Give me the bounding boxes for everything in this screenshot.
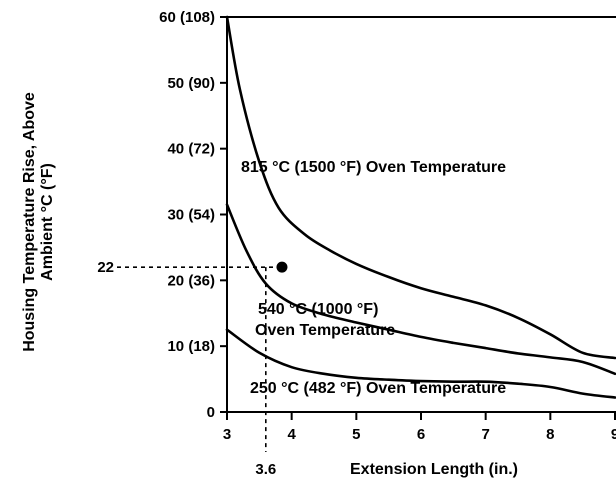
y-tick-label: 10 (18) xyxy=(167,338,215,355)
y-tick-label: 0 xyxy=(207,404,215,421)
label-815-oven: 815 °C (1500 °F) Oven Temperature xyxy=(241,159,506,176)
x-tick-label: 6 xyxy=(417,426,425,443)
y-tick-label: 40 (72) xyxy=(167,141,215,158)
x-tick-label: 5 xyxy=(352,426,360,443)
y-tick-label: 50 (90) xyxy=(167,75,215,92)
y-tick-label: 30 (54) xyxy=(167,207,215,224)
guide-y-label: 22 xyxy=(97,259,114,276)
x-tick-label: 9 xyxy=(611,426,616,443)
x-tick-label: 3 xyxy=(223,426,231,443)
data-marker-dot xyxy=(276,261,288,273)
label-540-oven-line2: Oven Temperature xyxy=(255,322,395,339)
curve-250-oven xyxy=(225,328,616,399)
label-250-oven: 250 °C (482 °F) Oven Temperature xyxy=(250,380,506,397)
guide-x-label: 3.6 xyxy=(255,461,276,478)
x-tick-label: 8 xyxy=(546,426,554,443)
curve-540-oven xyxy=(225,203,616,376)
y-axis-title-group: Housing Temperature Rise, Above Ambient … xyxy=(21,92,56,352)
y-tick-label: 20 (36) xyxy=(167,272,215,289)
x-axis-ticks: 3 4 5 6 7 8 9 xyxy=(223,412,616,443)
x-tick-label: 4 xyxy=(287,426,296,443)
x-axis-title: Extension Length (in.) xyxy=(350,461,518,478)
curve-815-oven xyxy=(225,15,616,360)
y-axis-title-line2: Ambient °C (°F) xyxy=(39,163,56,281)
label-540-oven-line1: 540 °C (1000 °F) xyxy=(258,301,378,318)
series-curves xyxy=(225,15,616,399)
y-axis-title-line1: Housing Temperature Rise, Above xyxy=(21,92,38,352)
y-axis-ticks: 0 10 (18) 20 (36) 30 (54) 40 (72) 50 (90) 60 (… xyxy=(159,9,227,421)
y-tick-label: 60 (108) xyxy=(159,9,215,26)
x-tick-label: 7 xyxy=(481,426,489,443)
